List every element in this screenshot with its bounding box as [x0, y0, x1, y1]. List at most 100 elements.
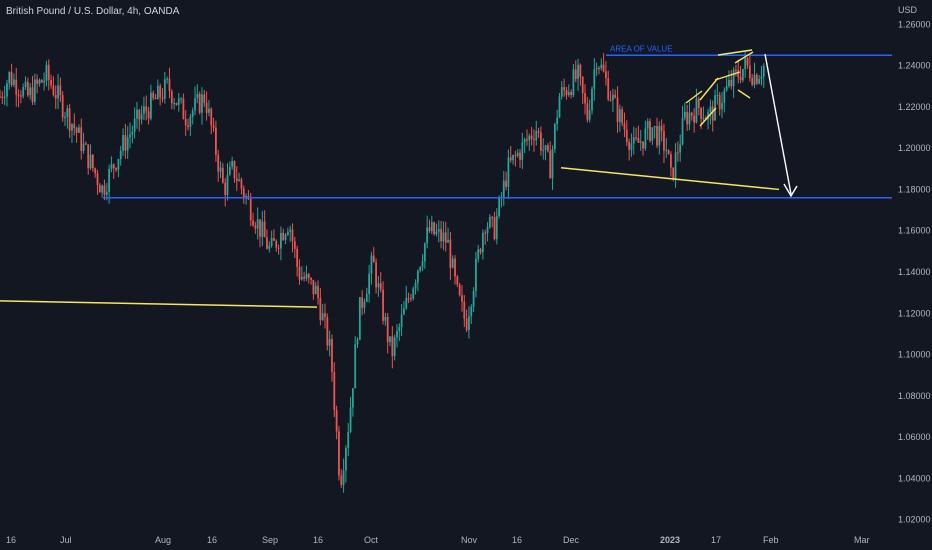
candle-body	[607, 78, 610, 100]
time-axis: 16 Jul Aug 16 Sep 16 Oct Nov 16 Dec 2023 17 Feb Mar	[6, 535, 870, 545]
candle-body	[721, 102, 723, 110]
candle-body	[630, 143, 633, 150]
candle-body	[423, 243, 426, 262]
x-tick-label: Aug	[155, 535, 171, 545]
x-tick-label: 2023	[660, 535, 680, 545]
candle-body	[31, 87, 34, 102]
candle-body	[82, 143, 85, 151]
candle-body	[718, 95, 721, 110]
candle-body	[326, 317, 329, 346]
candle-body	[75, 128, 78, 133]
candle-body	[375, 262, 377, 288]
candle-body	[321, 313, 324, 321]
x-tick-label: Sep	[262, 535, 278, 545]
candle-body	[112, 164, 115, 169]
candle-body	[15, 79, 18, 95]
candle-body	[551, 149, 554, 179]
candle-body	[693, 115, 696, 123]
candle-body	[275, 240, 278, 248]
candle-body	[351, 388, 354, 408]
candle-body	[463, 301, 466, 319]
candle-body	[22, 87, 25, 97]
candle-body	[442, 232, 445, 242]
candle-body	[263, 221, 266, 238]
candle-body	[235, 178, 238, 182]
candle-body	[19, 95, 22, 97]
candle-body	[563, 87, 566, 91]
yellow-trend-line	[560, 167, 780, 191]
candle-body	[140, 113, 143, 120]
candle-body	[52, 85, 55, 95]
candle-body	[154, 97, 157, 100]
candle-body	[755, 74, 758, 84]
candle-body	[242, 188, 245, 198]
candle-body	[131, 131, 134, 135]
candle-body	[470, 306, 473, 317]
candle-body	[660, 125, 663, 132]
candle-body	[512, 154, 514, 161]
candle-body	[319, 297, 322, 321]
candle-body	[208, 108, 210, 113]
candle-body	[723, 90, 726, 103]
candle-body	[577, 64, 579, 79]
candle-body	[115, 168, 117, 170]
y-tick-label: 1.16000	[898, 226, 931, 236]
candle-body	[84, 143, 87, 145]
candle-body	[614, 94, 617, 98]
candle-body	[268, 245, 271, 249]
candle-body	[735, 69, 737, 71]
candle-body	[117, 159, 120, 170]
candle-body	[611, 94, 614, 101]
candle-body	[280, 232, 282, 249]
candle-body	[68, 108, 71, 131]
candle-body	[716, 95, 719, 97]
y-tick-label: 1.12000	[898, 308, 931, 318]
price-axis: 1.26000 1.24000 1.22000 1.20000 1.18000 1.160…	[898, 19, 931, 524]
candle-body	[437, 229, 440, 232]
candle-body	[410, 298, 412, 300]
candle-body	[305, 274, 308, 279]
candle-body	[639, 141, 642, 143]
candle-body	[161, 97, 164, 99]
candle-body	[570, 91, 572, 96]
candle-body	[349, 407, 352, 432]
candle-body	[29, 87, 32, 96]
candle-body	[449, 239, 452, 268]
candle-body	[681, 117, 684, 145]
candle-body	[310, 278, 312, 280]
candle-body	[338, 431, 340, 476]
candle-body	[101, 185, 104, 193]
candle-body	[505, 180, 507, 187]
candle-body	[658, 125, 661, 146]
candle-body	[593, 69, 596, 89]
candle-body	[676, 152, 679, 154]
candle-body	[133, 118, 136, 132]
x-tick-label: Mar	[854, 535, 870, 545]
candle-body	[598, 67, 600, 69]
candle-body	[300, 276, 303, 280]
candle-body	[124, 134, 127, 151]
candle-body	[33, 79, 36, 102]
candle-body	[465, 318, 468, 331]
candle-body	[396, 331, 398, 338]
candle-body	[458, 284, 461, 296]
y-tick-label: 1.08000	[898, 391, 931, 401]
candle-body	[105, 192, 108, 195]
candle-body	[256, 219, 259, 229]
candle-body	[702, 118, 705, 120]
candle-body	[159, 85, 162, 98]
candle-body	[628, 141, 631, 150]
candle-body	[136, 109, 138, 119]
candle-body	[17, 94, 20, 96]
candle-body	[205, 102, 208, 113]
yellow-pattern-line	[734, 51, 754, 64]
candle-body	[605, 71, 607, 79]
candle-body	[119, 150, 122, 160]
candle-body	[149, 92, 152, 119]
candle-body	[435, 231, 438, 235]
candle-body	[224, 182, 227, 195]
candle-body	[240, 179, 243, 189]
candle-body	[217, 154, 220, 172]
candle-body	[73, 124, 76, 129]
